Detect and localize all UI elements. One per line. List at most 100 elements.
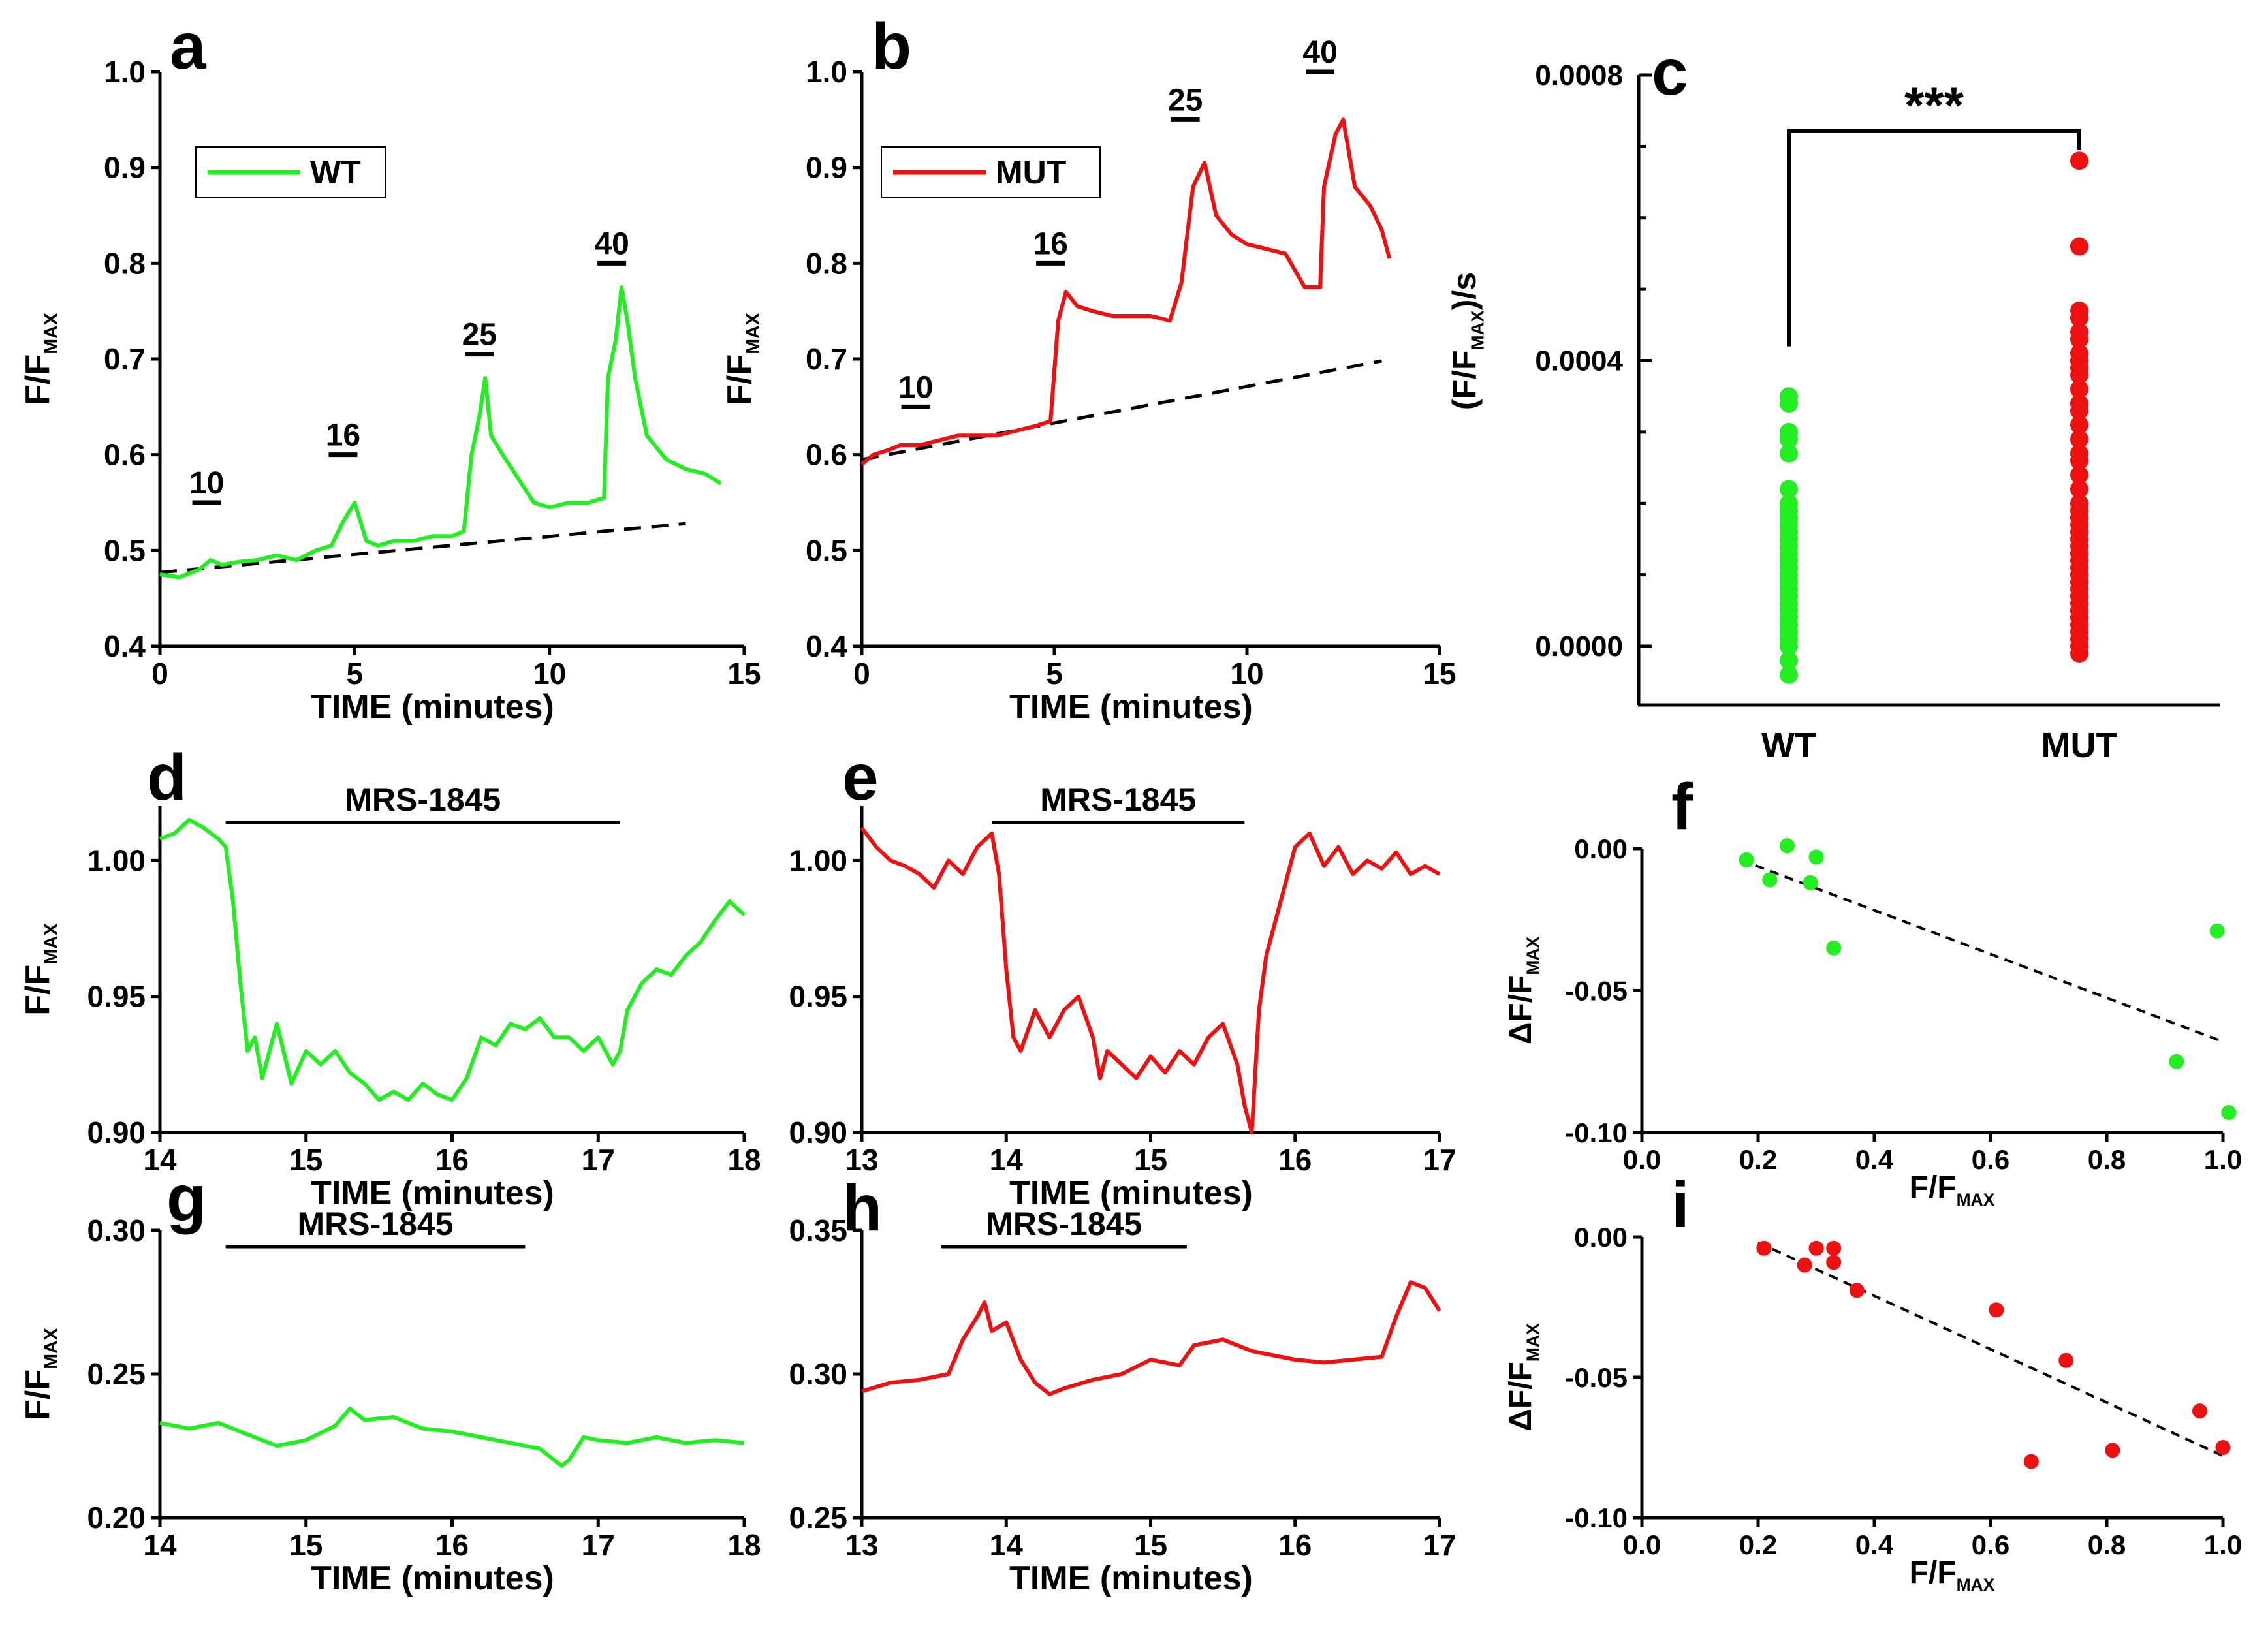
x-tick-label: 15 xyxy=(289,1143,323,1177)
panel-b: 0 5 10 15 0.4 0.5 0.6 0.7 0.8 0.9 1.0 TIME (minutes… xyxy=(721,10,1457,726)
data-point-mut xyxy=(2070,330,2088,349)
x-tick-label: 16 xyxy=(1278,1528,1312,1562)
x-axis-label-sub: MAX xyxy=(1957,1575,1995,1595)
y-axis-label-tail: )/s xyxy=(1446,272,1483,310)
panel-letter-b: b xyxy=(872,10,911,83)
category-label: MUT xyxy=(2041,726,2118,765)
y-tick-label: -0.10 xyxy=(1565,1117,1628,1148)
data-point-mut xyxy=(2070,644,2088,663)
y-tick-label: 0.7 xyxy=(104,342,146,376)
x-tick-label: 0.2 xyxy=(1739,1529,1777,1560)
stimulus-label: 16 xyxy=(1033,227,1067,261)
data-point-wt xyxy=(1762,872,1778,888)
x-axis-label-main: F/F xyxy=(1910,1555,1957,1590)
data-point-mut xyxy=(2215,1440,2231,1455)
x-tick-label: 17 xyxy=(582,1528,615,1562)
x-axis-label: TIME (minutes) xyxy=(1009,1174,1253,1212)
x-tick-label: 15 xyxy=(727,657,761,691)
panel-i: 0.0 0.2 0.4 0.6 0.8 1.0-0.10-0.050.00F/FMAXΔF… xyxy=(1504,1168,2242,1595)
series-line-mut xyxy=(860,826,1441,1134)
x-tick-label: 5 xyxy=(1046,657,1063,691)
data-point-wt xyxy=(1780,637,1798,655)
series-line-wt xyxy=(159,285,722,580)
y-axis-label-sub: MAX xyxy=(1523,937,1543,975)
y-tick-label: 0.9 xyxy=(806,151,847,185)
series-line-wt xyxy=(159,817,746,1102)
x-tick-label: 15 xyxy=(289,1528,323,1562)
data-point-wt xyxy=(1780,394,1798,413)
stimulus-label: 40 xyxy=(1302,35,1337,70)
x-tick-label: 15 xyxy=(1134,1143,1167,1177)
data-point-mut xyxy=(1849,1283,1865,1298)
x-axis-label: F/FMAX xyxy=(1910,1555,1995,1595)
data-point-mut xyxy=(2192,1403,2207,1419)
y-tick-label: 0.7 xyxy=(806,342,847,376)
y-tick-label: 0.6 xyxy=(104,438,146,472)
y-axis-label-main: (F/F xyxy=(1446,350,1483,410)
x-tick-label: 10 xyxy=(1230,657,1263,691)
y-tick-label: 0.0004 xyxy=(1535,345,1623,377)
x-tick-label: 14 xyxy=(143,1528,177,1562)
y-tick-label: 1.00 xyxy=(87,843,146,877)
baseline-fit xyxy=(861,359,1382,461)
y-axis-label-sub: MAX xyxy=(41,313,62,354)
x-axis-label: TIME (minutes) xyxy=(1009,1559,1253,1597)
panel-letter-f: f xyxy=(1671,770,1693,843)
y-axis-label: ΔF/FMAX xyxy=(1504,937,1543,1045)
y-axis-label-main: ΔF/F xyxy=(1504,1362,1538,1431)
data-point-wt xyxy=(1780,838,1795,854)
data-point-wt xyxy=(1780,444,1798,463)
y-tick-label: -0.05 xyxy=(1565,976,1628,1007)
baseline-fit xyxy=(159,522,686,574)
x-tick-label: 17 xyxy=(1423,1528,1456,1562)
x-tick-label: 0.8 xyxy=(2088,1144,2126,1175)
y-axis-label-sub: MAX xyxy=(41,1328,62,1369)
x-tick-label: 0.6 xyxy=(1972,1144,2009,1175)
significance-bracket xyxy=(1787,129,2081,347)
x-axis-label: TIME (minutes) xyxy=(311,688,554,726)
x-tick-label: 0.4 xyxy=(1855,1144,1894,1175)
data-point-wt xyxy=(2209,923,2225,939)
panel-letter-e: e xyxy=(842,741,879,814)
y-tick-label: -0.10 xyxy=(1565,1503,1628,1533)
x-tick-label: 0.4 xyxy=(1855,1529,1894,1560)
panel-letter-g: g xyxy=(166,1162,206,1235)
series-line-mut xyxy=(861,1280,1441,1396)
y-tick-label: 0.20 xyxy=(87,1501,146,1535)
y-tick-label: 0.25 xyxy=(87,1357,146,1391)
data-point-wt xyxy=(2221,1105,2237,1121)
x-axis-label: F/FMAX xyxy=(1910,1170,1995,1210)
stimulus-label: 25 xyxy=(462,318,497,352)
data-point-wt xyxy=(1780,430,1798,448)
x-tick-label: 17 xyxy=(1423,1143,1456,1177)
y-axis-label: F/FMAX xyxy=(19,923,62,1016)
data-point-mut xyxy=(2023,1454,2039,1469)
y-tick-label: 0.5 xyxy=(104,533,146,567)
data-point-mut xyxy=(2070,308,2088,327)
data-point-mut xyxy=(2105,1443,2120,1458)
y-tick-label: 0.8 xyxy=(104,246,146,280)
x-tick-label: 14 xyxy=(990,1143,1024,1177)
x-tick-label: 16 xyxy=(435,1528,469,1562)
y-tick-label: 0.9 xyxy=(104,151,146,185)
x-tick-label: 0 xyxy=(853,657,870,691)
x-tick-label: 1.0 xyxy=(2204,1144,2242,1175)
stimulus-label: 10 xyxy=(898,370,933,405)
x-tick-label: 0 xyxy=(151,657,168,691)
panel-letter-c: c xyxy=(1652,36,1688,109)
data-point-mut xyxy=(1756,1240,1772,1256)
y-tick-label: 1.00 xyxy=(789,843,847,877)
y-axis-label-sub: MAX xyxy=(1468,310,1488,351)
x-axis-label-main: F/F xyxy=(1910,1170,1957,1205)
panel-f: 0.0 0.2 0.4 0.6 0.8 1.0-0.10-0.050.00F/FMAXΔF… xyxy=(1504,770,2242,1210)
data-point-mut xyxy=(2070,430,2088,448)
data-point-wt xyxy=(1780,480,1798,499)
data-point-mut xyxy=(1989,1302,2004,1318)
panel-a: 0 5 10 15 0.4 0.5 0.6 0.7 0.8 0.9 1.0 TIME (minutes… xyxy=(19,10,761,726)
x-tick-label: 17 xyxy=(582,1143,615,1177)
y-tick-label: 0.25 xyxy=(789,1501,847,1535)
x-tick-label: 16 xyxy=(1278,1143,1312,1177)
